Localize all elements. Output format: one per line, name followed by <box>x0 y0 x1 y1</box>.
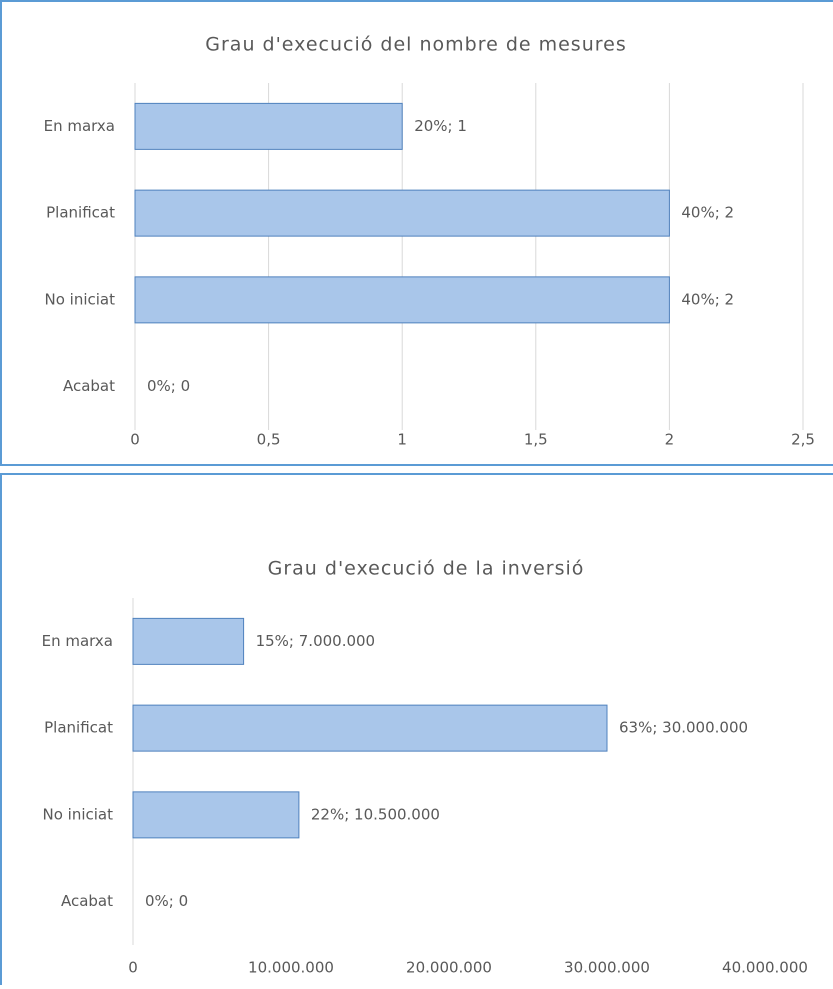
x-tick-label: 1 <box>397 431 407 449</box>
x-tick-label: 2,5 <box>791 431 815 449</box>
y-tick-label: En marxa <box>42 632 113 650</box>
chart-title: Grau d'execució de la inversió <box>268 558 585 580</box>
y-tick-label: Acabat <box>63 377 115 395</box>
data-label: 22%; 10.500.000 <box>311 805 440 823</box>
data-label: 0%; 0 <box>147 377 190 395</box>
data-label: 20%; 1 <box>414 117 467 135</box>
y-tick-label: Planificat <box>46 204 115 222</box>
bar <box>134 189 670 237</box>
y-tick-label: En marxa <box>44 117 115 135</box>
y-tick-label: No iniciat <box>45 290 116 308</box>
chart-border <box>0 473 833 989</box>
data-label: 40%; 2 <box>681 290 734 308</box>
bar <box>132 791 300 839</box>
x-tick-label: 0,5 <box>257 431 281 449</box>
data-label: 15%; 7.000.000 <box>256 632 376 650</box>
bar <box>134 276 670 324</box>
y-tick-label: Planificat <box>44 719 113 737</box>
y-tick-label: Acabat <box>61 892 113 910</box>
x-tick-label: 2 <box>665 431 675 449</box>
x-tick-label: 40.000.000 <box>722 959 808 977</box>
x-tick-label: 0 <box>130 431 140 449</box>
data-label: 63%; 30.000.000 <box>619 719 748 737</box>
x-tick-label: 10.000.000 <box>248 959 334 977</box>
x-tick-label: 1,5 <box>524 431 548 449</box>
x-tick-label: 0 <box>128 959 138 977</box>
x-tick-label: 20.000.000 <box>406 959 492 977</box>
data-label: 40%; 2 <box>681 204 734 222</box>
bar <box>132 617 245 665</box>
data-label: 0%; 0 <box>145 892 188 910</box>
chart-title: Grau d'execució del nombre de mesures <box>205 34 626 56</box>
chart-border <box>0 0 833 466</box>
bar <box>134 102 403 150</box>
y-tick-label: No iniciat <box>43 805 114 823</box>
x-tick-label: 30.000.000 <box>564 959 650 977</box>
bar <box>132 704 608 752</box>
